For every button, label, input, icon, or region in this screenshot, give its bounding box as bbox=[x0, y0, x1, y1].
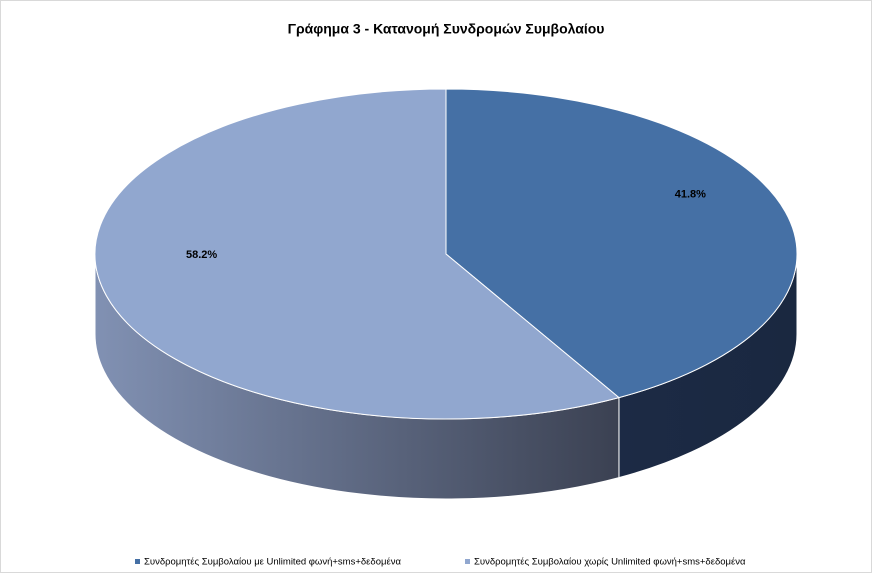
pie: 41.8% 58.2% bbox=[94, 88, 798, 500]
legend-marker bbox=[135, 559, 140, 564]
slice bbox=[94, 88, 621, 420]
legend-marker bbox=[465, 559, 470, 564]
chart-title: Γράφημα 3 - Κατανομή Συνδρομών Συμβολαίο… bbox=[288, 21, 605, 37]
legend-label: Συνδρομητές Συμβολαίου χωρίς Unlimited φ… bbox=[474, 557, 746, 568]
slice bbox=[445, 88, 798, 399]
legend: Συνδρομητές Συμβολαίου με Unlimited φωνή… bbox=[135, 557, 746, 568]
data-label: 41.8% bbox=[675, 189, 706, 201]
data-label: 58.2% bbox=[186, 249, 217, 261]
legend-label: Συνδρομητές Συμβολαίου με Unlimited φωνή… bbox=[144, 557, 401, 568]
